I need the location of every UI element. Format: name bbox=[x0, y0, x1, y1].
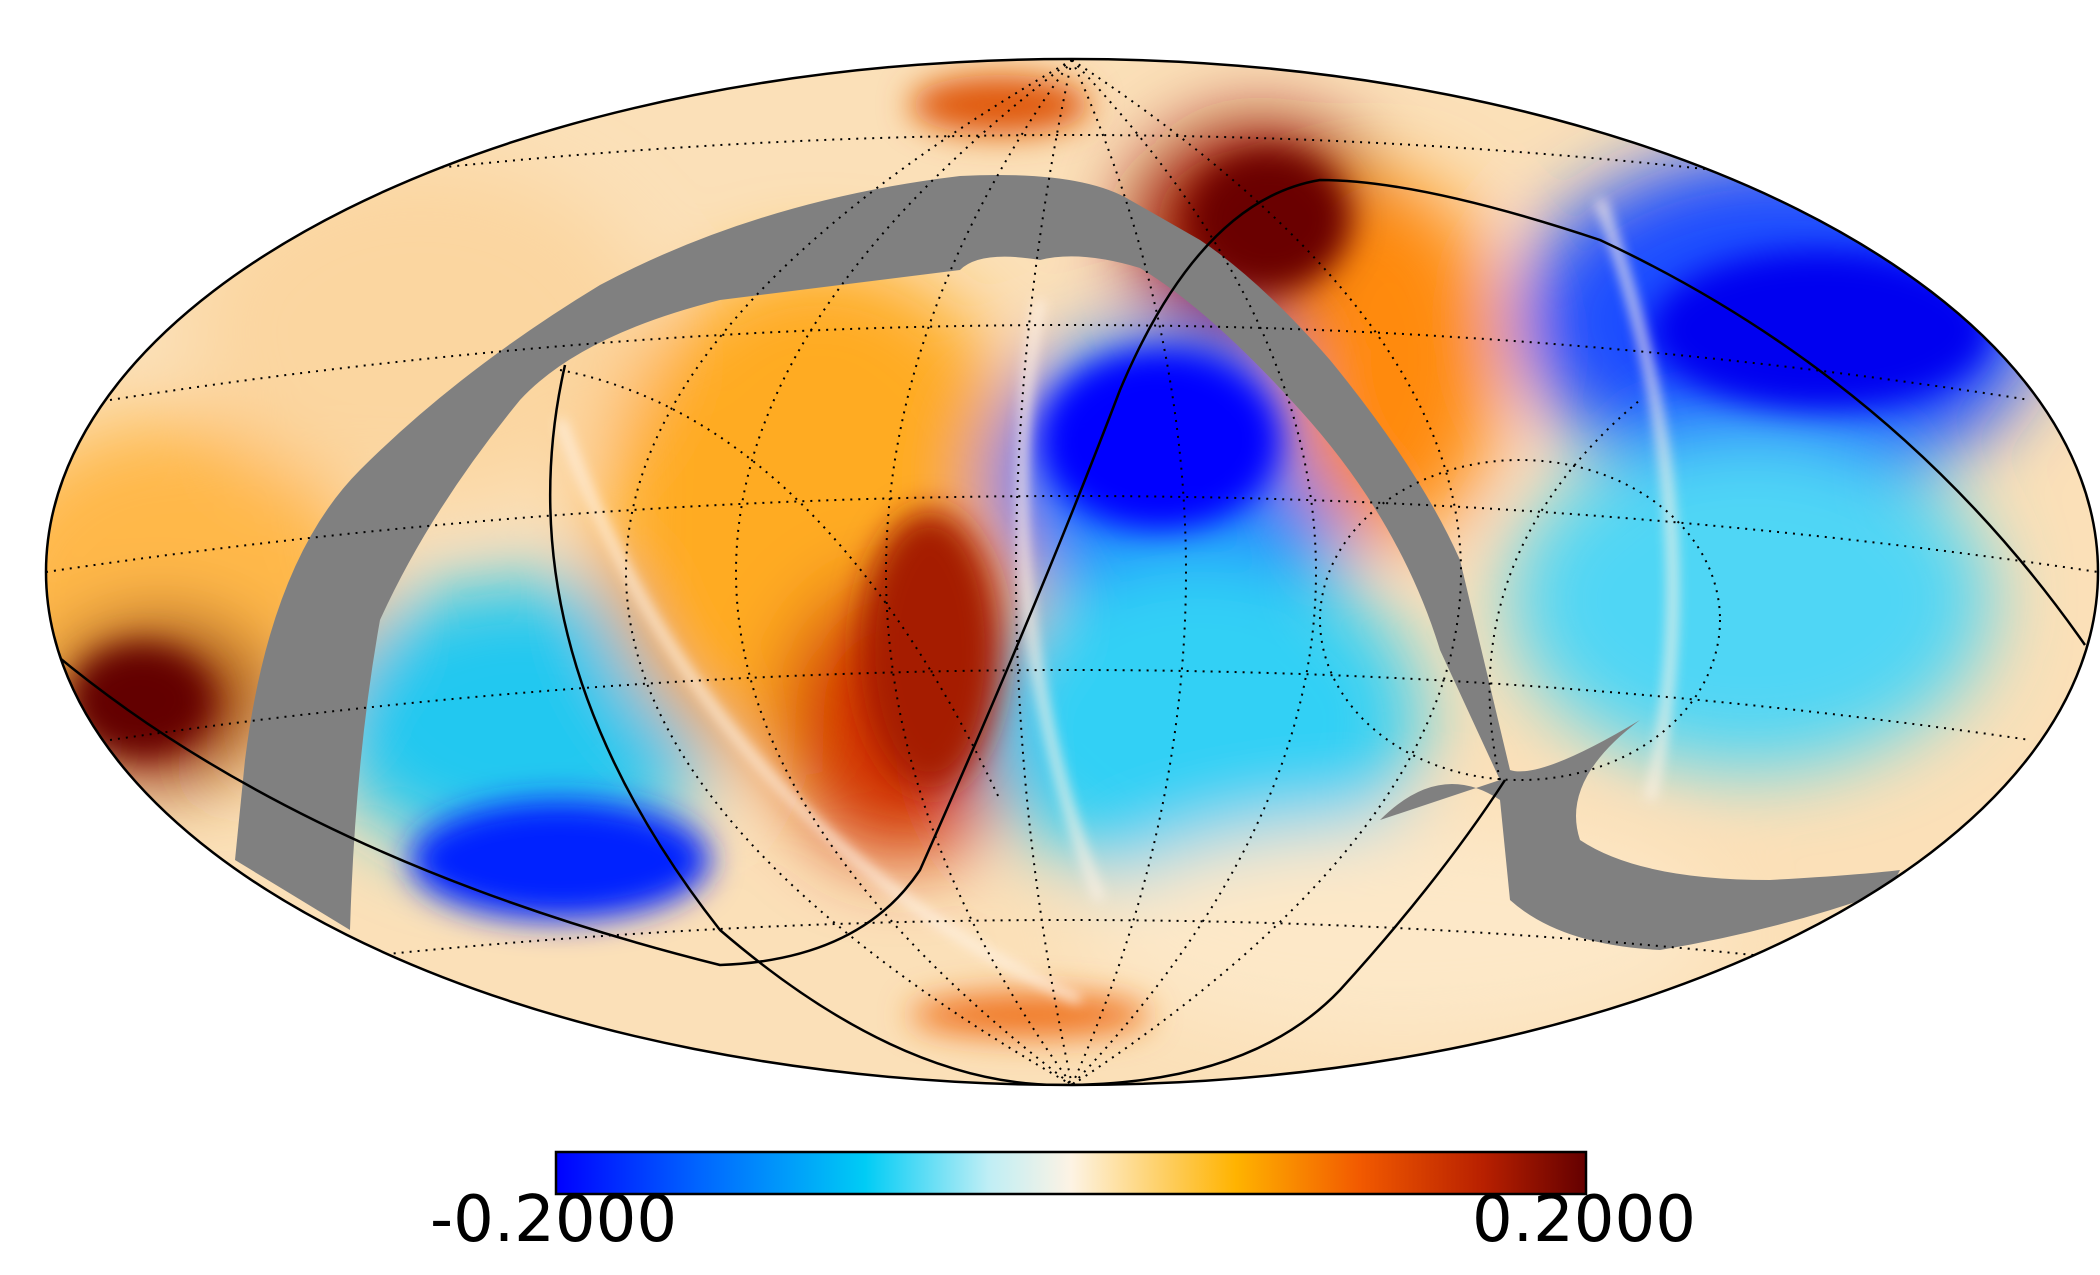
colorbar-max-label: 0.2000 bbox=[1472, 1183, 1696, 1257]
colorbar-min-label: -0.2000 bbox=[430, 1183, 678, 1257]
graticule bbox=[46, 59, 2098, 1085]
colorbar bbox=[554, 1150, 1588, 1196]
ecliptic-curves bbox=[49, 178, 2087, 1085]
map-boundary bbox=[44, 57, 2100, 1087]
